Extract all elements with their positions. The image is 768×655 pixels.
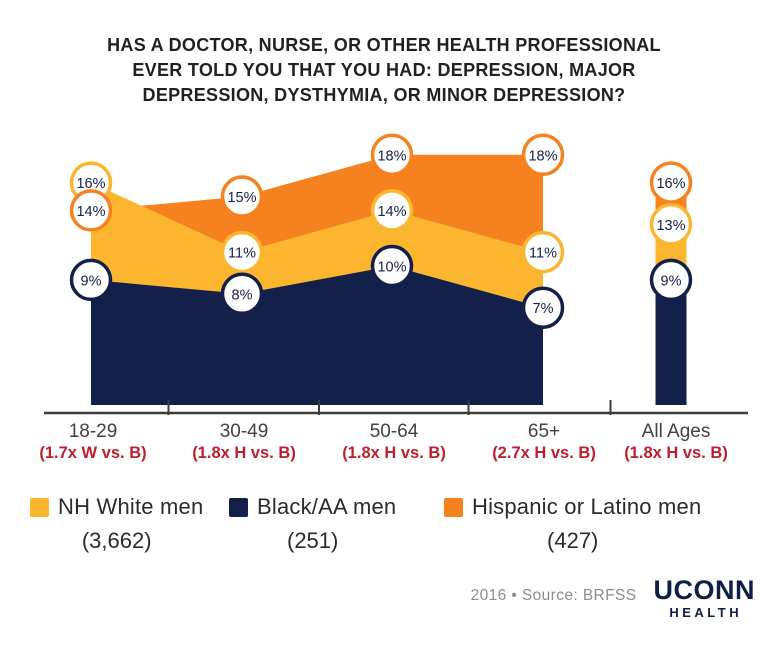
axis-group-65+: 65+ (2.7x H vs. B) <box>492 421 596 463</box>
legend-label: Black/AA men <box>257 494 397 519</box>
title-line-2: EVER TOLD YOU THAT YOU HAD: DEPRESSION, … <box>132 60 636 80</box>
data-point-circle <box>220 230 264 274</box>
data-point-value: 16% <box>76 176 105 192</box>
chart-title: HAS A DOCTOR, NURSE, OR OTHER HEALTH PRO… <box>0 33 768 108</box>
axis-group-30-49: 30-49 (1.8x H vs. B) <box>192 421 296 463</box>
footer: 2016 • Source: BRFSS UCONN HEALTH <box>470 575 756 621</box>
data-point-circle <box>220 175 264 218</box>
data-point-hispanic-latino-men-50-64: 18% <box>370 133 414 177</box>
data-point-nh-white-men-50-64: 14% <box>370 189 414 232</box>
data-point-nh-white-men-30-49: 11% <box>220 230 264 274</box>
data-point-circle <box>521 133 565 177</box>
data-point-hispanic-latino-men-all-ages: 16% <box>649 161 693 204</box>
area-black-aa-men <box>91 266 543 405</box>
axis-group-18-29: 18-29 (1.7x W vs. B) <box>39 421 146 463</box>
legend-item-nh-white-men: NH White men (3,662) <box>30 494 203 554</box>
title-line-1: HAS A DOCTOR, NURSE, OR OTHER HEALTH PRO… <box>107 35 661 55</box>
axis-label: All Ages <box>641 421 711 442</box>
axis-ratio-annotation: (1.8x H vs. B) <box>624 444 728 462</box>
legend-swatch-icon <box>30 497 49 517</box>
data-point-hispanic-latino-men-65+: 18% <box>521 133 565 177</box>
data-point-value: 7% <box>533 301 554 317</box>
axis-label: 30-49 <box>219 421 269 442</box>
data-point-value: 16% <box>656 176 685 192</box>
legend-swatch-icon <box>444 497 463 517</box>
data-point-circle <box>521 230 565 274</box>
data-point-black-aa-men-all-ages: 9% <box>649 258 693 302</box>
data-point-value: 10% <box>377 260 406 276</box>
axis-ratio-annotation: (1.8x H vs. B) <box>342 444 446 462</box>
legend-label: Hispanic or Latino men <box>472 494 702 519</box>
data-point-circle <box>649 203 693 246</box>
axis-ratio-annotation: (1.8x H vs. B) <box>192 444 296 462</box>
data-point-hispanic-latino-men-30-49: 15% <box>220 175 264 218</box>
data-point-value: 15% <box>227 190 256 206</box>
data-point-circle <box>220 272 264 316</box>
data-point-value: 8% <box>232 287 253 303</box>
logo-health-text: HEALTH <box>669 605 743 620</box>
data-point-circle <box>649 161 693 204</box>
legend-row: Hispanic or Latino men <box>444 494 701 520</box>
legend-sample-count: (251) <box>287 528 339 553</box>
legend: NH White men (3,662) Black/AA men (251) Hisp… <box>0 494 768 556</box>
data-point-value: 11% <box>529 246 557 262</box>
axis-label: 65+ <box>527 421 561 442</box>
data-point-circle <box>370 189 414 232</box>
data-point-value: 9% <box>661 273 682 289</box>
data-point-value: 18% <box>528 148 557 164</box>
data-point-circle <box>649 258 693 302</box>
data-point-circle <box>370 244 414 288</box>
logo-uconn-text: UCONN <box>653 575 755 605</box>
data-point-value: 14% <box>76 204 105 220</box>
legend-swatch-icon <box>229 497 248 517</box>
data-point-value: 14% <box>377 204 406 220</box>
axis-ratio-annotation: (2.7x H vs. B) <box>492 444 596 462</box>
data-point-value: 11% <box>228 246 256 262</box>
area-chart: 16% 14% 9% 15% 11% 8% 18% 14% 10% 18% 11% 7% 16% 13% 9… <box>44 133 748 415</box>
axis-ratio-annotation: (1.7x W vs. B) <box>39 444 147 462</box>
data-point-circle <box>521 286 565 329</box>
data-point-black-aa-men-50-64: 10% <box>370 244 414 288</box>
data-point-value: 18% <box>377 148 406 164</box>
data-point-circle <box>69 189 113 232</box>
legend-sample-count: (3,662) <box>81 528 152 553</box>
data-point-black-aa-men-18-29: 9% <box>69 258 113 302</box>
legend-row: NH White men <box>30 494 203 520</box>
title-line-3: DEPRESSION, DYSTHYMIA, OR MINOR DEPRESSI… <box>142 85 626 105</box>
legend-item-black-aa-men: Black/AA men (251) <box>229 494 396 554</box>
data-point-circle <box>69 258 113 302</box>
legend-row: Black/AA men <box>229 494 396 520</box>
data-point-value: 9% <box>81 273 102 289</box>
legend-label: NH White men <box>58 494 204 519</box>
x-axis-labels: 18-29 (1.7x W vs. B) 30-49 (1.8x H vs. B) 50… <box>0 421 768 469</box>
data-point-nh-white-men-65+: 11% <box>521 230 565 274</box>
legend-item-hispanic-latino-men: Hispanic or Latino men (427) <box>444 494 701 554</box>
data-point-circle <box>370 133 414 177</box>
source-text: 2016 • Source: BRFSS <box>470 587 637 604</box>
uconn-health-logo: UCONN HEALTH <box>653 575 756 621</box>
data-point-nh-white-men-all-ages: 13% <box>649 203 693 246</box>
axis-group-all-ages: All Ages (1.8x H vs. B) <box>624 421 728 463</box>
data-point-value: 13% <box>656 218 685 234</box>
data-point-black-aa-men-30-49: 8% <box>220 272 264 316</box>
axis-group-50-64: 50-64 (1.8x H vs. B) <box>342 421 446 463</box>
data-point-black-aa-men-65+: 7% <box>521 286 565 329</box>
axis-label: 18-29 <box>68 421 118 442</box>
data-point-hispanic-latino-men-18-29: 14% <box>69 189 113 232</box>
legend-sample-count: (427) <box>547 528 599 553</box>
axis-label: 50-64 <box>369 421 419 442</box>
